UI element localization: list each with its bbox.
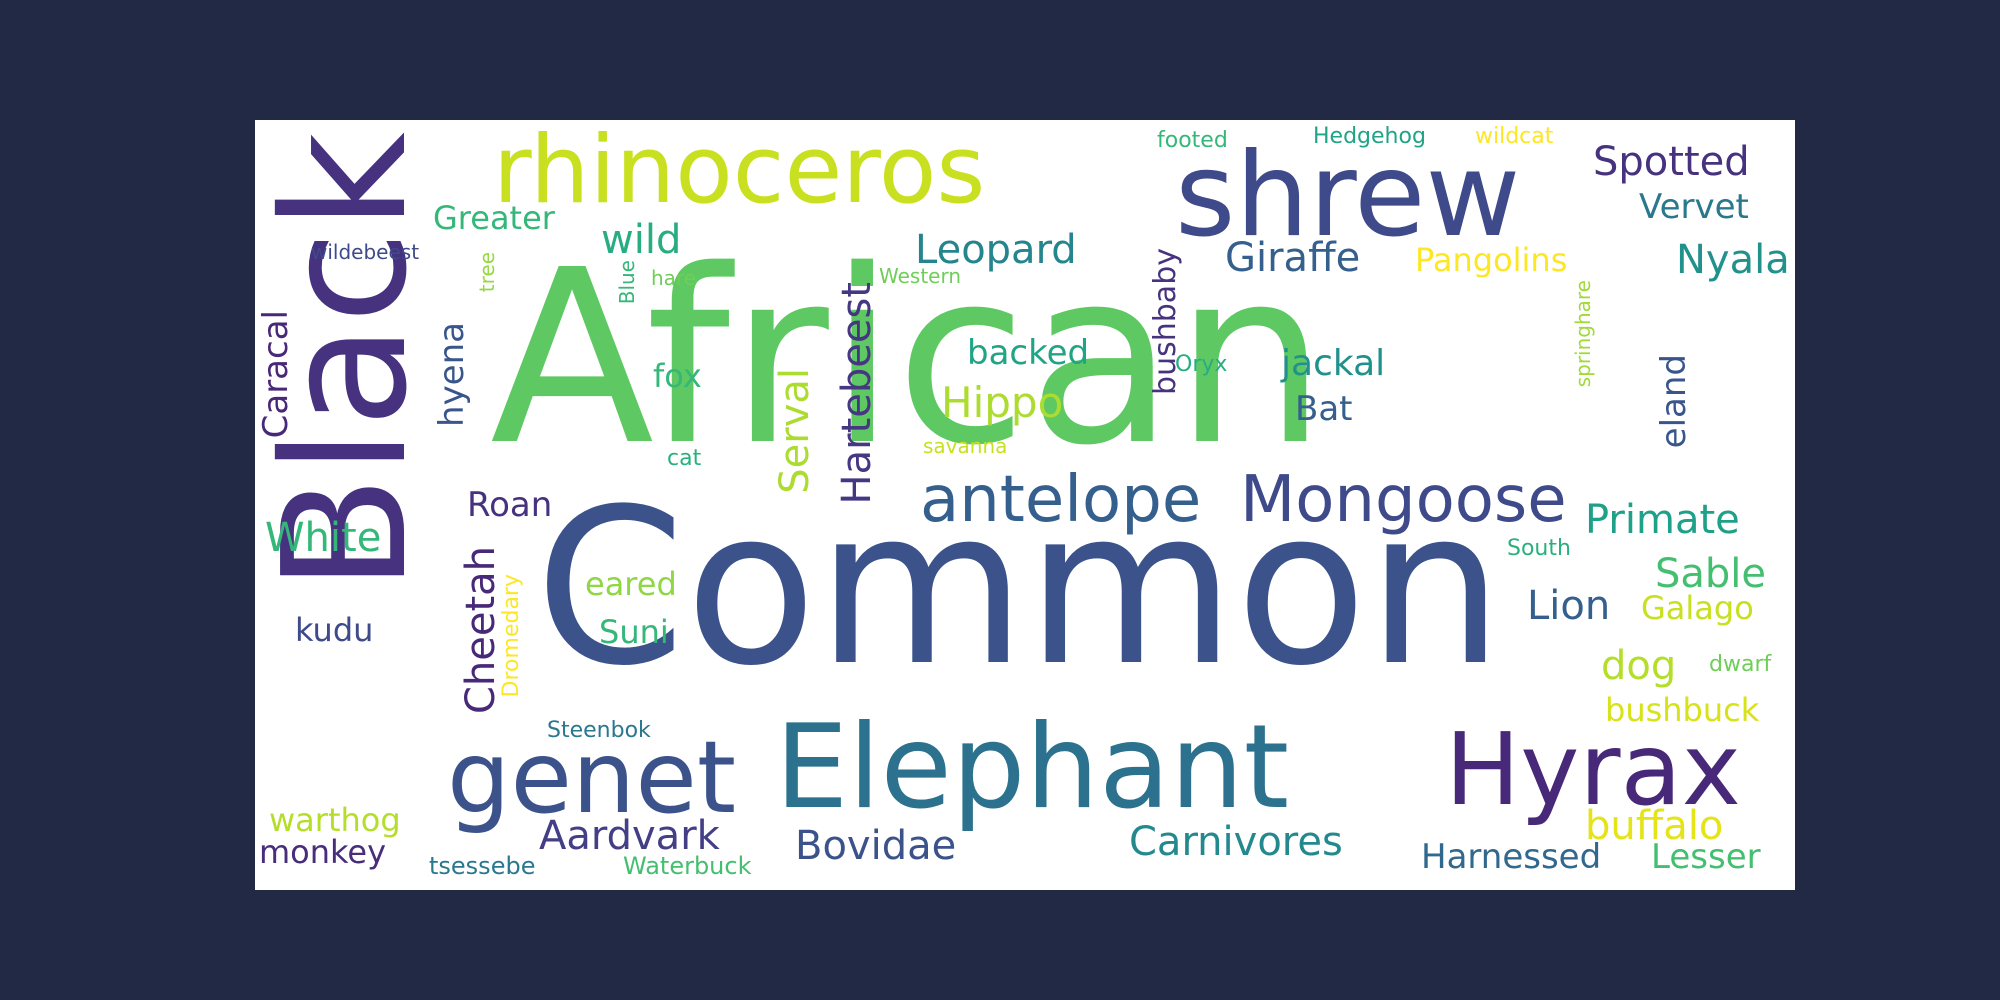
word-hyena: hyena — [432, 322, 472, 427]
word-kudu: kudu — [295, 611, 374, 649]
word-blue: Blue — [615, 260, 639, 305]
word-caracal: Caracal — [256, 310, 296, 439]
word-bat: Bat — [1295, 389, 1353, 429]
word-waterbuck: Waterbuck — [623, 852, 752, 880]
word-oryx: Oryx — [1175, 352, 1228, 377]
word-savanna: savanna — [923, 434, 1008, 458]
word-rhinoceros: rhinoceros — [493, 120, 986, 225]
word-pangolins: Pangolins — [1415, 241, 1568, 279]
word-leopard: Leopard — [915, 227, 1077, 273]
word-lion: Lion — [1527, 583, 1611, 629]
word-spotted: Spotted — [1593, 139, 1750, 185]
word-giraffe: Giraffe — [1225, 235, 1361, 281]
word-hartebeest: Hartebeest — [834, 282, 880, 505]
word-mongoose: Mongoose — [1240, 463, 1567, 537]
word-antelope: antelope — [920, 463, 1202, 537]
word-elephant: Elephant — [775, 700, 1290, 835]
word-dog: dog — [1601, 643, 1677, 689]
word-monkey: monkey — [259, 833, 387, 871]
word-bushbaby: bushbaby — [1148, 248, 1183, 395]
word-cloud: African Common Black rhinoceros shrew El… — [255, 120, 1795, 890]
word-tsessebe: tsessebe — [429, 852, 536, 880]
word-bushbuck: bushbuck — [1605, 691, 1760, 729]
word-hare: hare — [651, 266, 697, 290]
word-tree: tree — [475, 252, 499, 293]
word-hippo: Hippo — [941, 378, 1064, 427]
word-hedgehog: Hedgehog — [1313, 124, 1426, 149]
word-shrew: shrew — [1175, 128, 1521, 263]
word-african: African — [490, 218, 1327, 498]
word-suni: Suni — [599, 613, 669, 651]
word-greater: Greater — [433, 199, 555, 237]
word-nyala: Nyala — [1676, 237, 1790, 283]
word-dwarf: dwarf — [1709, 652, 1772, 677]
word-roan: Roan — [467, 485, 553, 525]
word-eland: eland — [1654, 354, 1694, 449]
word-genet: genet — [447, 719, 737, 836]
word-footed: footed — [1157, 128, 1228, 153]
word-wild: wild — [601, 217, 682, 263]
word-lesser: Lesser — [1651, 837, 1761, 877]
word-hyrax: Hyrax — [1445, 711, 1741, 828]
word-warthog: warthog — [269, 801, 401, 839]
word-dromedary: Dromedary — [499, 574, 524, 698]
word-white: White — [265, 515, 382, 561]
word-south: South — [1507, 536, 1571, 561]
word-sable: Sable — [1655, 551, 1767, 597]
word-steenbok: Steenbok — [547, 718, 651, 743]
word-carnivores: Carnivores — [1129, 819, 1343, 865]
word-primate: Primate — [1585, 497, 1740, 543]
word-common: Common — [535, 462, 1504, 713]
word-cat: cat — [667, 446, 702, 471]
word-backed: backed — [967, 333, 1090, 373]
word-harnessed: Harnessed — [1421, 837, 1602, 877]
word-galago: Galago — [1641, 589, 1754, 627]
word-springhare: springhare — [1571, 280, 1595, 388]
word-wildebeest: wildebeest — [311, 240, 420, 264]
word-eared: eared — [585, 565, 677, 603]
word-serval: Serval — [772, 368, 818, 494]
word-aardvark: Aardvark — [539, 813, 720, 859]
word-vervet: Vervet — [1639, 187, 1749, 227]
word-wildcat: wildcat — [1475, 124, 1554, 149]
word-bovidae: Bovidae — [795, 823, 957, 869]
word-fox: fox — [653, 357, 702, 395]
word-western: Western — [879, 264, 962, 288]
word-buffalo: buffalo — [1585, 803, 1724, 849]
word-jackal: jackal — [1281, 343, 1386, 384]
word-cheetah: Cheetah — [458, 546, 504, 715]
